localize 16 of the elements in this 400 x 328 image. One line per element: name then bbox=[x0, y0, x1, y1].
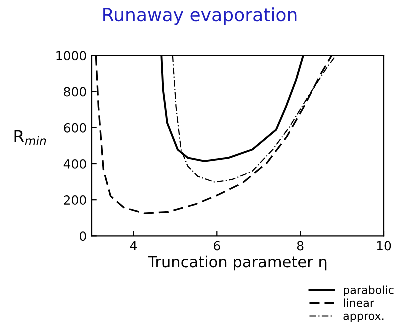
chart-title: Runaway evaporation bbox=[104, 8, 297, 26]
x-axis-title: Truncation parameter η bbox=[148, 256, 327, 271]
y-tick-label: 0 bbox=[80, 232, 86, 242]
x-tick-label: 4 bbox=[130, 241, 137, 251]
x-tick-label: 8 bbox=[297, 241, 304, 251]
y-axis-title: R$_{min}$ bbox=[14, 130, 46, 146]
y-tick-label: 1000 bbox=[56, 51, 86, 61]
x-tick-label: 6 bbox=[214, 241, 220, 251]
x-tick-label: 10 bbox=[377, 241, 392, 251]
legend-label: parabolic bbox=[344, 286, 394, 296]
y-tick-label: 600 bbox=[64, 123, 86, 133]
y-tick-label: 400 bbox=[64, 159, 86, 169]
legend-label: approx. bbox=[344, 314, 384, 322]
y-tick-label: 200 bbox=[64, 196, 86, 206]
y-tick-label: 800 bbox=[64, 87, 86, 97]
legend-label: linear bbox=[344, 298, 374, 308]
